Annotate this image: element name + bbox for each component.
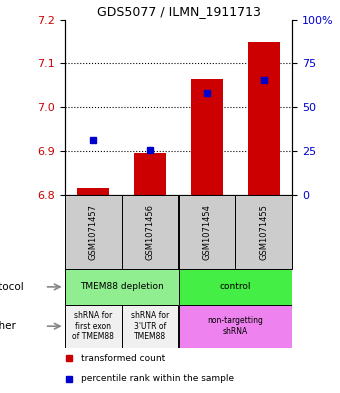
Bar xyxy=(65,195,121,269)
Text: control: control xyxy=(220,283,251,291)
Bar xyxy=(65,305,121,348)
Text: GSM1071455: GSM1071455 xyxy=(259,204,268,260)
Text: TMEM88 depletion: TMEM88 depletion xyxy=(80,283,164,291)
Text: shRNA for
3'UTR of
TMEM88: shRNA for 3'UTR of TMEM88 xyxy=(131,311,169,341)
Title: GDS5077 / ILMN_1911713: GDS5077 / ILMN_1911713 xyxy=(97,6,260,18)
Bar xyxy=(134,153,166,195)
Text: percentile rank within the sample: percentile rank within the sample xyxy=(81,374,234,383)
Bar xyxy=(121,195,178,269)
Text: GSM1071454: GSM1071454 xyxy=(203,204,211,260)
Bar xyxy=(78,188,109,195)
Text: GSM1071456: GSM1071456 xyxy=(146,204,154,260)
Text: protocol: protocol xyxy=(0,282,23,292)
Text: transformed count: transformed count xyxy=(81,354,165,363)
Bar xyxy=(178,305,292,348)
Bar xyxy=(248,42,279,195)
Bar xyxy=(235,195,292,269)
Bar xyxy=(65,269,178,305)
Text: other: other xyxy=(0,321,16,331)
Text: GSM1071457: GSM1071457 xyxy=(89,204,98,260)
Text: shRNA for
first exon
of TMEM88: shRNA for first exon of TMEM88 xyxy=(72,311,114,341)
Bar xyxy=(178,269,292,305)
Bar xyxy=(121,305,178,348)
Bar xyxy=(191,79,223,195)
Text: non-targetting
shRNA: non-targetting shRNA xyxy=(207,316,264,336)
Bar xyxy=(178,195,235,269)
